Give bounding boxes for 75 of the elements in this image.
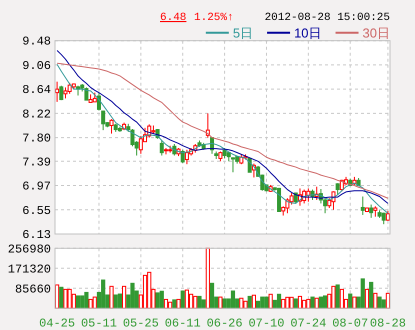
candlestick xyxy=(84,86,88,101)
bar xyxy=(114,294,118,309)
legend-label: 30日 xyxy=(362,26,390,41)
y-tick-label: 9.48 xyxy=(22,34,51,49)
bar xyxy=(377,296,382,309)
candlestick xyxy=(184,149,189,165)
candlestick xyxy=(138,135,143,154)
bar xyxy=(210,282,214,309)
candlestick xyxy=(160,140,164,156)
bar xyxy=(84,292,89,309)
bar xyxy=(172,299,176,309)
bar xyxy=(336,284,340,309)
y-tick-label: 7.39 xyxy=(22,155,51,170)
candlestick xyxy=(59,85,64,101)
candlestick xyxy=(222,148,227,159)
y-tick-label: 85660 xyxy=(14,282,51,296)
y-tick-label: 6.13 xyxy=(22,228,51,242)
y-tick-label: 8.22 xyxy=(22,107,51,122)
bar xyxy=(294,298,298,309)
bar xyxy=(155,292,160,309)
y-tick-label: 7.80 xyxy=(22,132,51,146)
x-tick-label: 08-28 xyxy=(370,316,406,330)
bar xyxy=(264,296,269,309)
candlestick xyxy=(218,150,222,162)
bar xyxy=(101,280,106,309)
y-tick-label: 171320 xyxy=(8,262,51,276)
bar xyxy=(59,286,64,309)
text: 6.48 xyxy=(160,12,186,24)
candlestick xyxy=(382,212,386,225)
bar xyxy=(260,296,264,309)
candlestick xyxy=(63,86,68,99)
y-tick-label: 256980 xyxy=(8,242,51,256)
bar xyxy=(382,299,386,309)
bar xyxy=(348,294,352,309)
bar xyxy=(197,296,202,309)
x-tick-label: 06-11 xyxy=(164,316,201,330)
text: 1.25%↑ xyxy=(194,12,234,24)
y-tick-label: 9.06 xyxy=(22,58,51,73)
candlestick xyxy=(101,110,106,131)
bar xyxy=(180,290,185,309)
candlestick xyxy=(336,182,340,196)
bar xyxy=(160,290,164,309)
bar xyxy=(276,294,282,309)
bar xyxy=(118,294,122,309)
bar xyxy=(322,295,328,309)
candlestick xyxy=(230,156,235,173)
y-tick-label: 6.97 xyxy=(22,180,51,194)
bar xyxy=(310,296,315,309)
text: 2012-08-28 15:00:25 xyxy=(264,12,390,24)
legend-label: 5日 xyxy=(232,26,254,41)
candlestick xyxy=(373,206,378,218)
legend-label: 10日 xyxy=(294,26,322,41)
candlestick xyxy=(96,92,101,112)
candlestick xyxy=(360,196,365,216)
bar xyxy=(360,278,365,309)
bar xyxy=(76,295,80,309)
x-tick-label: 07-10 xyxy=(248,316,284,330)
bar xyxy=(248,296,252,309)
bar xyxy=(369,282,374,309)
candlestick xyxy=(180,149,185,164)
bar xyxy=(230,290,236,309)
x-tick-label: 05-25 xyxy=(122,316,159,330)
x-tick-label: 05-11 xyxy=(80,316,117,330)
x-tick-label: 06-26 xyxy=(206,316,243,330)
candlestick xyxy=(110,118,114,134)
bar xyxy=(318,296,324,309)
y-tick-label: 6.55 xyxy=(22,204,51,218)
x-tick-label: 04-25 xyxy=(39,316,76,330)
candlestick xyxy=(369,204,374,218)
bar xyxy=(130,282,135,309)
candlestick xyxy=(92,92,97,102)
x-tick-label: 07-24 xyxy=(290,316,326,330)
y-tick-label: 8.64 xyxy=(22,83,51,98)
x-tick-label: 08-07 xyxy=(332,316,368,330)
bar xyxy=(80,295,84,309)
